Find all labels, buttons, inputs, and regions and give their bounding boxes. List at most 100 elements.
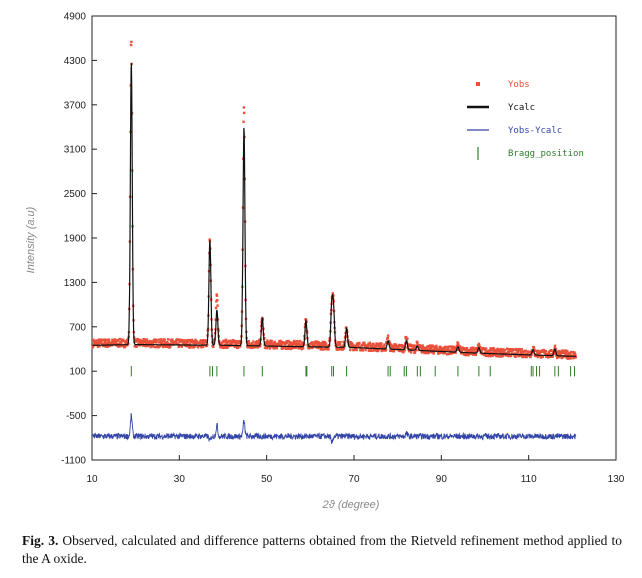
yobs-point [233, 345, 237, 348]
yobs-point [460, 352, 463, 355]
yobs-point [376, 349, 380, 353]
yobs-point [380, 343, 383, 346]
yobs-point [426, 345, 429, 348]
yobs-point [518, 348, 522, 351]
yobs-point [474, 350, 477, 353]
yobs-point [282, 342, 285, 345]
yobs-point [489, 354, 492, 358]
yobs-point [413, 351, 417, 354]
series-ycalc [92, 62, 576, 357]
yobs-point [415, 348, 418, 352]
yobs-point [566, 353, 570, 356]
yobs-point [258, 345, 262, 348]
yobs-point [566, 357, 570, 360]
yobs-point [138, 344, 142, 347]
yobs-point [490, 347, 493, 350]
yobs-point [428, 347, 431, 351]
yobs-point [363, 341, 366, 345]
plot-frame [91, 15, 617, 461]
yobs-point [117, 339, 120, 342]
yobs-point [189, 340, 192, 344]
yobs-point [319, 348, 323, 351]
legend-label: Yobs [508, 80, 530, 90]
yobs-point [569, 357, 572, 360]
yobs-point [154, 345, 157, 349]
yobs-point [551, 355, 554, 358]
yobs-point [339, 341, 342, 344]
yobs-point [95, 340, 98, 344]
yobs-point [180, 345, 184, 348]
yobs-point [200, 346, 203, 349]
yobs-point [554, 347, 558, 351]
yobs-point [544, 349, 548, 353]
yobs-point [272, 342, 276, 346]
yobs-point [430, 348, 433, 351]
yobs-point [486, 350, 489, 353]
yobs-point [283, 346, 286, 349]
yobs-point [280, 342, 283, 345]
yobs-point [268, 343, 271, 347]
yobs-point [279, 339, 282, 343]
yobs-point [139, 338, 142, 342]
yobs-point [517, 354, 520, 358]
yobs-point [566, 349, 569, 353]
yobs-point [124, 341, 128, 345]
x-tick-label: 90 [436, 474, 448, 485]
yobs-point [321, 343, 324, 347]
yobs-point [436, 348, 439, 352]
yobs-point [199, 339, 203, 342]
yobs-point [151, 342, 155, 346]
yobs-point [348, 341, 351, 345]
yobs-point [402, 351, 405, 354]
yobs-point [275, 347, 279, 350]
yobs-point [161, 342, 165, 346]
yobs-point [268, 347, 272, 350]
yobs-point [158, 338, 161, 341]
yobs-point [412, 345, 416, 349]
yobs-point [553, 346, 556, 350]
yobs-point [270, 339, 273, 343]
yobs-point [521, 355, 524, 358]
yobs-point [454, 349, 457, 352]
yobs-point [375, 342, 379, 345]
yobs-point [322, 343, 326, 347]
yobs-point [277, 342, 281, 345]
yobs-point [118, 337, 121, 341]
yobs-point [447, 352, 451, 356]
yobs-point [369, 349, 373, 352]
yobs-point [490, 353, 494, 356]
yobs-point [218, 342, 222, 345]
yobs-point [168, 342, 172, 346]
yobs-point [467, 353, 470, 357]
yobs-point [186, 340, 190, 344]
yobs-point [452, 348, 455, 351]
legend-label: Yobs-Ycalc [508, 126, 562, 136]
yobs-point [152, 345, 155, 348]
yobs-point [492, 353, 496, 356]
yobs-point [135, 345, 138, 349]
yobs-point [291, 344, 294, 347]
yobs-point [242, 111, 246, 115]
yobs-point [150, 341, 153, 345]
yobs-point [120, 344, 123, 348]
yobs-point [98, 344, 101, 348]
x-tick-label: 70 [348, 474, 360, 485]
yobs-point [216, 298, 219, 302]
yobs-point [427, 351, 430, 355]
yobs-point [463, 347, 466, 350]
yobs-point [235, 343, 238, 346]
yobs-point [352, 348, 356, 352]
yobs-point [530, 353, 533, 357]
yobs-point [107, 340, 110, 343]
yobs-point [554, 352, 557, 356]
y-tick-label: -1100 [61, 456, 86, 467]
yobs-point [456, 342, 460, 345]
y-tick-label: 1900 [64, 234, 87, 245]
yobs-point [492, 347, 495, 350]
yobs-point [573, 351, 576, 354]
yobs-point [569, 354, 573, 357]
yobs-point [335, 346, 339, 350]
yobs-point [358, 341, 361, 345]
yobs-point [348, 344, 352, 347]
yobs-point [520, 354, 524, 357]
